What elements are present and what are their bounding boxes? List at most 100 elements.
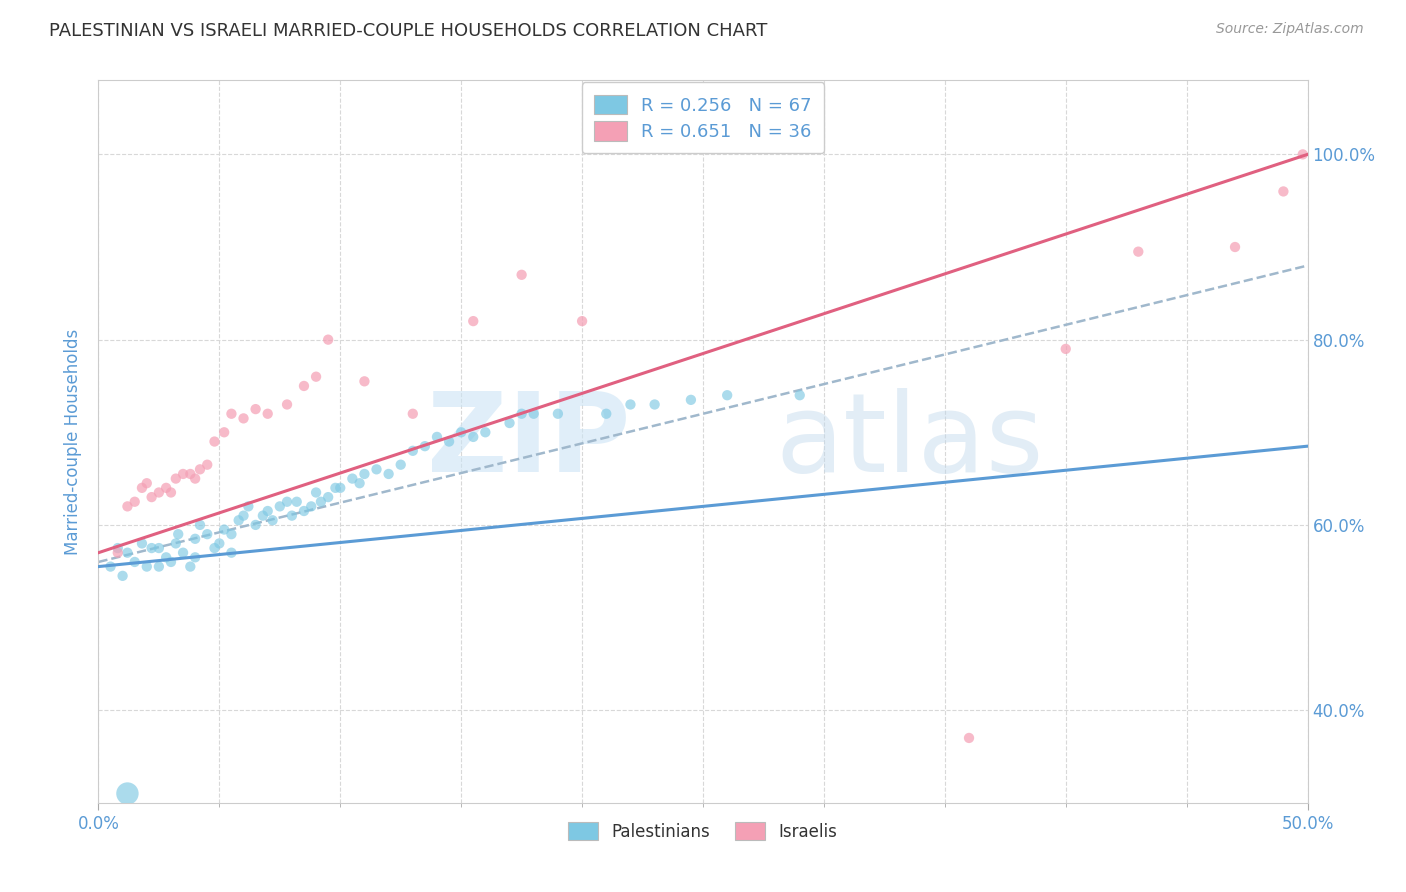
- Point: [256, 407, 278, 421]
- Point: [342, 472, 364, 486]
- Point: [117, 787, 139, 801]
- Point: [463, 430, 485, 444]
- Point: [184, 550, 207, 565]
- Point: [316, 490, 339, 504]
- Point: [366, 462, 388, 476]
- Point: [245, 402, 267, 417]
- Point: [188, 462, 211, 476]
- Point: [179, 559, 201, 574]
- Point: [316, 333, 339, 347]
- Point: [148, 485, 170, 500]
- Point: [402, 443, 425, 458]
- Point: [165, 536, 187, 550]
- Point: [141, 490, 163, 504]
- Point: [619, 397, 641, 411]
- Point: [228, 513, 250, 527]
- Point: [117, 546, 139, 560]
- Point: [232, 508, 254, 523]
- Point: [232, 411, 254, 425]
- Point: [160, 485, 183, 500]
- Point: [238, 500, 260, 514]
- Point: [107, 546, 129, 560]
- Point: [167, 527, 190, 541]
- Point: [1054, 342, 1077, 356]
- Point: [571, 314, 593, 328]
- Point: [474, 425, 496, 440]
- Point: [305, 369, 328, 384]
- Point: [117, 500, 139, 514]
- Point: [212, 523, 235, 537]
- Point: [221, 407, 243, 421]
- Point: [107, 541, 129, 555]
- Point: [184, 532, 207, 546]
- Y-axis label: Married-couple Households: Married-couple Households: [65, 328, 83, 555]
- Point: [309, 494, 332, 508]
- Point: [510, 268, 533, 282]
- Point: [204, 541, 226, 555]
- Point: [135, 559, 157, 574]
- Point: [135, 476, 157, 491]
- Point: [325, 481, 347, 495]
- Text: ZIP: ZIP: [427, 388, 630, 495]
- Point: [389, 458, 412, 472]
- Point: [292, 504, 315, 518]
- Point: [221, 527, 243, 541]
- Point: [305, 485, 328, 500]
- Text: PALESTINIAN VS ISRAELI MARRIED-COUPLE HOUSEHOLDS CORRELATION CHART: PALESTINIAN VS ISRAELI MARRIED-COUPLE HO…: [49, 22, 768, 40]
- Point: [221, 546, 243, 560]
- Point: [957, 731, 980, 745]
- Point: [204, 434, 226, 449]
- Legend: Palestinians, Israelis: Palestinians, Israelis: [557, 810, 849, 852]
- Point: [644, 397, 666, 411]
- Point: [172, 467, 194, 481]
- Point: [1223, 240, 1246, 254]
- Point: [262, 513, 284, 527]
- Point: [413, 439, 436, 453]
- Point: [1292, 147, 1315, 161]
- Point: [165, 472, 187, 486]
- Point: [498, 416, 520, 430]
- Point: [377, 467, 399, 481]
- Text: atlas: atlas: [776, 388, 1045, 495]
- Point: [353, 467, 375, 481]
- Point: [195, 458, 218, 472]
- Point: [402, 407, 425, 421]
- Point: [463, 314, 485, 328]
- Point: [547, 407, 569, 421]
- Point: [124, 555, 146, 569]
- Point: [353, 375, 375, 389]
- Point: [679, 392, 702, 407]
- Point: [437, 434, 460, 449]
- Point: [212, 425, 235, 440]
- Point: [155, 550, 177, 565]
- Point: [292, 379, 315, 393]
- Point: [276, 494, 298, 508]
- Point: [155, 481, 177, 495]
- Point: [131, 481, 153, 495]
- Point: [131, 536, 153, 550]
- Point: [256, 504, 278, 518]
- Point: [111, 569, 134, 583]
- Point: [172, 546, 194, 560]
- Point: [160, 555, 183, 569]
- Point: [252, 508, 274, 523]
- Point: [1128, 244, 1150, 259]
- Point: [510, 407, 533, 421]
- Point: [450, 425, 472, 440]
- Point: [124, 494, 146, 508]
- Point: [285, 494, 308, 508]
- Point: [1272, 185, 1295, 199]
- Point: [245, 517, 267, 532]
- Point: [179, 467, 201, 481]
- Point: [281, 508, 304, 523]
- Point: [188, 517, 211, 532]
- Point: [329, 481, 352, 495]
- Point: [276, 397, 298, 411]
- Point: [595, 407, 617, 421]
- Point: [208, 536, 231, 550]
- Point: [100, 559, 122, 574]
- Point: [184, 472, 207, 486]
- Point: [523, 407, 546, 421]
- Point: [148, 541, 170, 555]
- Point: [269, 500, 291, 514]
